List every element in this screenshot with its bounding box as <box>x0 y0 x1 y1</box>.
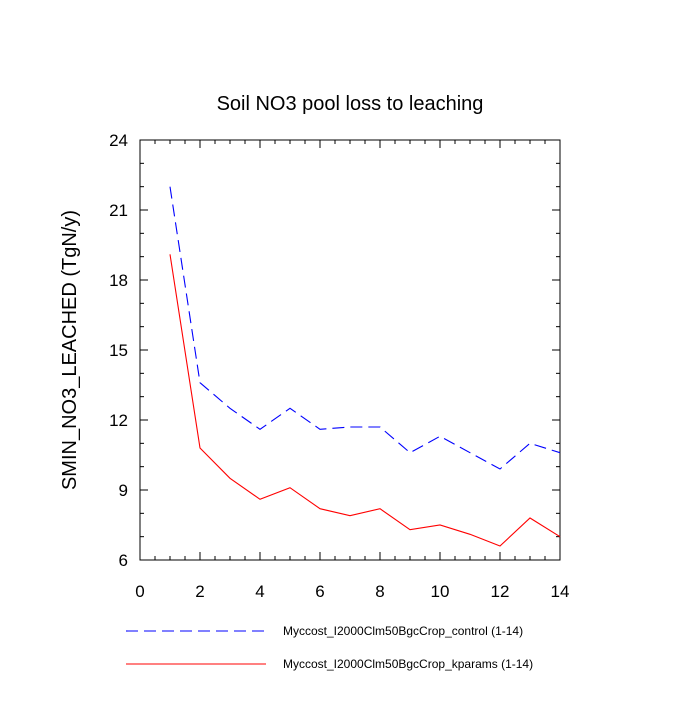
y-tick-label: 24 <box>109 131 128 150</box>
x-tick-label: 0 <box>135 582 144 601</box>
y-axis-label: SMIN_NO3_LEACHED (TgN/y) <box>59 210 81 490</box>
y-tick-label: 15 <box>109 341 128 360</box>
legend-label-1: Myccost_I2000Clm50BgcCrop_control (1-14) <box>283 624 523 638</box>
plot-frame <box>139 139 561 561</box>
legend: Myccost_I2000Clm50BgcCrop_control (1-14)… <box>126 624 533 671</box>
x-tick-label: 10 <box>431 582 450 601</box>
series-line-1 <box>169 186 561 470</box>
series-line-2 <box>169 254 561 547</box>
legend-label-2: Myccost_I2000Clm50BgcCrop_kparams (1-14) <box>283 657 533 671</box>
x-tick-label: 6 <box>315 582 324 601</box>
y-tick-label: 21 <box>109 201 128 220</box>
x-tick-label: 2 <box>195 582 204 601</box>
x-tick-label: 4 <box>255 582 264 601</box>
y-tick-label: 6 <box>119 551 128 570</box>
x-tick-label: 14 <box>551 582 570 601</box>
y-tick-label: 18 <box>109 271 128 290</box>
y-tick-label: 12 <box>109 411 128 430</box>
x-tick-label: 8 <box>375 582 384 601</box>
x-tick-label: 12 <box>491 582 510 601</box>
y-tick-label: 9 <box>119 481 128 500</box>
chart-title: Soil NO3 pool loss to leaching <box>217 93 484 115</box>
